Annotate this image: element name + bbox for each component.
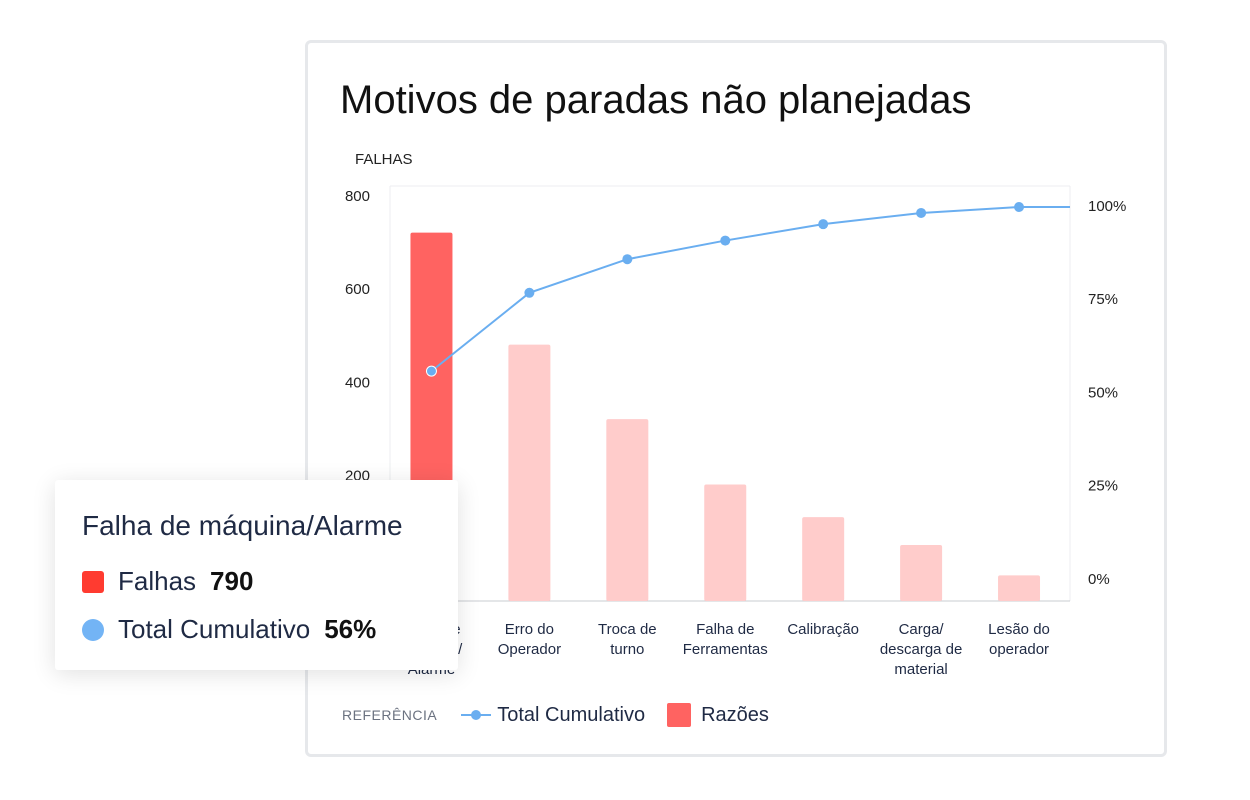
line-point — [916, 207, 927, 218]
legend-line-swatch — [461, 710, 492, 720]
x-tick-label: Lesão do operador — [988, 621, 1050, 658]
y-tick-label: 600 — [345, 281, 370, 298]
bar — [704, 484, 747, 601]
x-tick-label: Falha de Ferramentas — [682, 621, 768, 658]
cumulative-line — [430, 206, 1070, 372]
y2-tick-label: 100% — [1088, 198, 1126, 215]
y2-tick-label: 25% — [1088, 478, 1118, 495]
tooltip-label: Total Cumulativo — [118, 614, 311, 644]
legend-bar-swatch — [667, 703, 692, 727]
x-tick-label: Carga/ descarga de material — [879, 621, 963, 678]
legend-title: REFERÊNCIA — [342, 707, 438, 723]
bar — [802, 517, 845, 601]
legend: REFERÊNCIA Total Cumulativo Razões — [342, 703, 769, 727]
y2-tick-label: 0% — [1088, 571, 1110, 588]
bar — [606, 419, 649, 601]
tooltip-title: Falha de máquina/Alarme — [82, 510, 403, 541]
tooltip-value: 790 — [210, 566, 254, 596]
tooltip: Falha de máquina/Alarme Falhas 790 Total… — [55, 480, 458, 670]
tooltip-row: Total Cumulativo 56% — [82, 614, 376, 645]
line-point — [425, 365, 437, 377]
line-point — [818, 219, 829, 230]
legend-label: Total Cumulativo — [497, 703, 646, 726]
y-tick-label: 400 — [345, 374, 370, 391]
y-axis-label: FALHAS — [355, 151, 413, 168]
line-point — [720, 235, 731, 246]
y2-tick-label: 75% — [1088, 291, 1118, 308]
line-point — [524, 287, 535, 298]
bar — [998, 575, 1041, 601]
tooltip-row: Falhas 790 — [82, 566, 253, 597]
bar — [508, 344, 551, 601]
swatch — [82, 618, 104, 641]
x-tick-label: Troca de turno — [597, 621, 657, 658]
y-tick-label: 800 — [345, 188, 370, 205]
chart-title: Motivos de paradas não planejadas — [340, 78, 972, 122]
x-tick-label: Calibração — [787, 621, 860, 638]
x-tick-label: Erro do Operador — [497, 621, 562, 658]
line-point — [1014, 202, 1025, 212]
line-point — [622, 254, 633, 265]
tooltip-value: 56% — [324, 614, 377, 644]
bar — [900, 545, 943, 601]
swatch — [82, 570, 104, 593]
y2-tick-label: 50% — [1088, 384, 1118, 401]
tooltip-label: Falhas — [118, 566, 197, 596]
legend-label: Razões — [701, 703, 769, 726]
